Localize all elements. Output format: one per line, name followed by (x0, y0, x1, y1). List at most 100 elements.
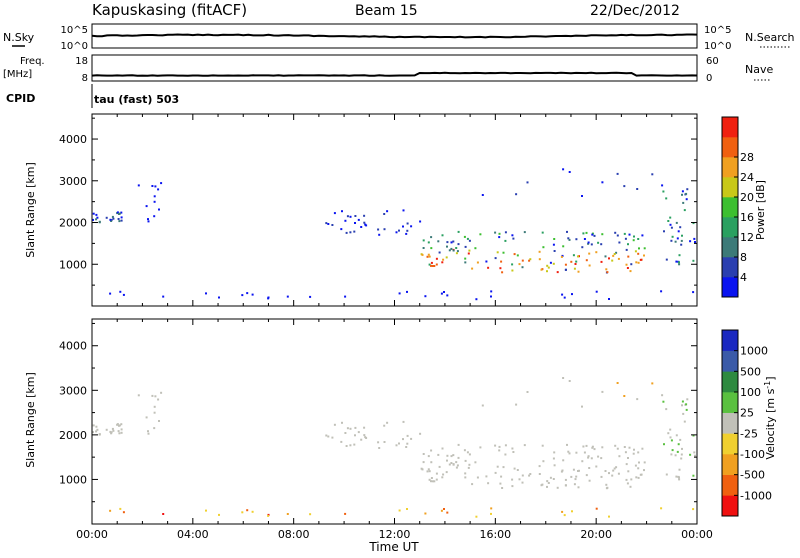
velocity-cell (419, 432, 422, 435)
velocity-cell (613, 467, 616, 470)
power-cell (398, 229, 400, 232)
velocity-cell (463, 449, 466, 452)
velocity-cell (119, 507, 122, 510)
power-cell (681, 190, 684, 193)
velocity-cell (671, 449, 674, 452)
velocity-cell (395, 444, 398, 447)
velocity-cell (481, 404, 484, 407)
velocity-cell (410, 437, 413, 440)
colorbar-tick-label: 100 (740, 386, 761, 399)
power-cell (564, 263, 567, 266)
velocity-cell (674, 454, 677, 457)
velocity-cell (427, 455, 430, 458)
velocity-cell (680, 453, 683, 456)
power-cell (430, 236, 433, 239)
power-cell (406, 222, 409, 225)
velocity-cell (471, 483, 474, 486)
velocity-cell (568, 452, 571, 455)
colorbar-tick-label: -500 (740, 469, 765, 482)
power-cell (345, 231, 348, 234)
y-tick-label: 1000 (59, 473, 87, 486)
velocity-cell (430, 461, 433, 464)
velocity-cell (583, 451, 586, 454)
velocity-cell (591, 446, 594, 449)
power-cell (344, 219, 347, 222)
velocity-cell (639, 473, 642, 476)
velocity-cell (625, 463, 628, 466)
power-cell (669, 223, 672, 226)
power-cell (523, 231, 526, 234)
power-cell (153, 200, 156, 203)
velocity-cell (406, 508, 408, 510)
velocity-cell (422, 453, 425, 455)
velocity-cell (572, 468, 575, 471)
velocity-cell (96, 428, 99, 431)
velocity-cell (611, 474, 614, 477)
power-cell (623, 185, 626, 188)
velocity-cell (147, 432, 150, 435)
velocity-cell (153, 427, 156, 430)
power-cell (670, 226, 673, 229)
power-cell (595, 251, 598, 254)
power-cell (681, 193, 683, 196)
power-cell (637, 238, 640, 240)
power-cell (452, 240, 455, 243)
power-cell (634, 250, 637, 253)
velocity-cell (511, 478, 514, 481)
power-cell (386, 210, 389, 213)
power-cell (354, 215, 357, 217)
time-axis: 00:00 04:00 08:00 12:00 16:00 20:00 00:00 (76, 528, 713, 541)
velocity-cell (500, 475, 503, 478)
x-tick-label: 20:00 (580, 528, 612, 541)
power-cell (667, 220, 670, 222)
velocity-cell (153, 411, 156, 414)
velocity-cell (95, 430, 98, 433)
power-cell (500, 260, 503, 263)
nave-label: Nave (745, 63, 773, 76)
velocity-cell (112, 429, 115, 432)
power-cell (608, 257, 610, 260)
velocity-cell (623, 395, 626, 397)
power-cell (564, 268, 567, 271)
power-cell (511, 269, 514, 272)
power-cell (464, 261, 467, 264)
velocity-cell (683, 420, 686, 423)
y-tick-label: 2000 (59, 429, 87, 442)
velocity-cell (430, 477, 433, 479)
velocity-cell (595, 465, 598, 468)
power-axes: 1000 2000 3000 4000 (59, 114, 698, 306)
velocity-cell (426, 470, 429, 473)
power-cell (383, 228, 386, 231)
velocity-cell (692, 474, 695, 477)
velocity-cell (145, 416, 148, 419)
velocity-cell (427, 468, 430, 471)
velocity-cell (629, 485, 632, 488)
power-cell (521, 259, 524, 262)
velocity-cell (490, 507, 493, 510)
power-cell (251, 293, 254, 296)
power-cell (581, 195, 583, 197)
power-cell (529, 258, 532, 261)
velocity-cell (464, 459, 467, 462)
power-cell (218, 296, 220, 299)
power-cell (588, 252, 591, 255)
velocity-cell (634, 464, 637, 467)
velocity-cell (405, 446, 408, 448)
velocity-cell (689, 453, 692, 456)
velocity-cell (577, 486, 580, 489)
power-cell (637, 261, 640, 264)
power-cell (158, 208, 160, 211)
power-cell (365, 224, 368, 227)
power-cell (563, 296, 566, 299)
freq-label-line2: [MHz] (3, 69, 32, 80)
power-cell (490, 290, 493, 293)
velocity-cell (641, 447, 644, 450)
velocity-cell (665, 473, 668, 476)
power-cell (575, 238, 578, 241)
velocity-cell (446, 454, 449, 457)
velocity-cell (541, 444, 544, 447)
velocity-cell (616, 382, 619, 384)
velocity-cell (577, 470, 579, 472)
velocity-cell (601, 446, 604, 449)
power-cell (546, 264, 549, 267)
